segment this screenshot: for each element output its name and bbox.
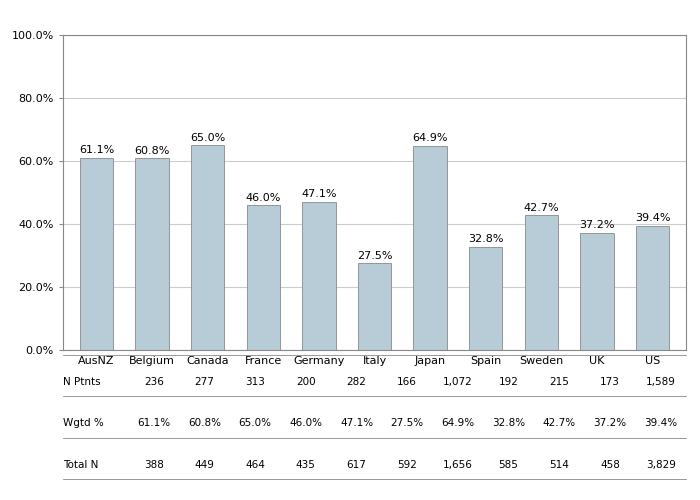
Text: 617: 617 [346, 460, 367, 470]
Text: 277: 277 [195, 377, 214, 387]
Text: 458: 458 [600, 460, 620, 470]
Text: 215: 215 [550, 377, 569, 387]
Text: 42.7%: 42.7% [542, 418, 576, 428]
Text: 313: 313 [245, 377, 265, 387]
Text: 46.0%: 46.0% [246, 192, 281, 202]
Text: 1,656: 1,656 [443, 460, 473, 470]
Bar [135, 158, 169, 350]
Text: 37.2%: 37.2% [594, 418, 626, 428]
Text: 47.1%: 47.1% [340, 418, 373, 428]
Bar [191, 145, 224, 350]
Text: 32.8%: 32.8% [492, 418, 525, 428]
Text: 200: 200 [296, 377, 316, 387]
Text: 32.8%: 32.8% [468, 234, 503, 244]
Text: 47.1%: 47.1% [301, 189, 337, 199]
Text: 166: 166 [398, 377, 417, 387]
Text: 64.9%: 64.9% [412, 133, 448, 143]
Bar [580, 233, 614, 350]
Text: N Ptnts: N Ptnts [63, 377, 101, 387]
Bar [358, 264, 391, 350]
Text: 65.0%: 65.0% [190, 132, 225, 142]
Bar [246, 205, 280, 350]
Text: 236: 236 [144, 377, 164, 387]
Text: 61.1%: 61.1% [78, 145, 114, 155]
Text: 27.5%: 27.5% [391, 418, 424, 428]
Text: 585: 585 [498, 460, 519, 470]
Bar [414, 146, 447, 350]
Text: 1,589: 1,589 [645, 377, 675, 387]
Text: 282: 282 [346, 377, 367, 387]
Bar [636, 226, 669, 350]
Text: 388: 388 [144, 460, 164, 470]
Text: Wgtd %: Wgtd % [63, 418, 104, 428]
Text: 192: 192 [498, 377, 519, 387]
Text: 61.1%: 61.1% [137, 418, 170, 428]
Text: 464: 464 [245, 460, 265, 470]
Text: 592: 592 [398, 460, 417, 470]
Text: 65.0%: 65.0% [239, 418, 272, 428]
Bar [302, 202, 335, 350]
Text: 39.4%: 39.4% [644, 418, 677, 428]
Text: 39.4%: 39.4% [635, 214, 671, 224]
Text: 514: 514 [550, 460, 569, 470]
Bar [469, 246, 503, 350]
Text: 1,072: 1,072 [443, 377, 473, 387]
Text: Total N: Total N [63, 460, 99, 470]
Text: 3,829: 3,829 [645, 460, 675, 470]
Bar [525, 216, 558, 350]
Text: 64.9%: 64.9% [441, 418, 475, 428]
Text: 37.2%: 37.2% [580, 220, 615, 230]
Text: 46.0%: 46.0% [289, 418, 322, 428]
Text: 60.8%: 60.8% [134, 146, 169, 156]
Text: 435: 435 [296, 460, 316, 470]
Text: 449: 449 [195, 460, 214, 470]
Text: 27.5%: 27.5% [357, 251, 392, 261]
Text: 173: 173 [600, 377, 620, 387]
Text: 60.8%: 60.8% [188, 418, 221, 428]
Text: 42.7%: 42.7% [524, 203, 559, 213]
Bar [80, 158, 113, 350]
